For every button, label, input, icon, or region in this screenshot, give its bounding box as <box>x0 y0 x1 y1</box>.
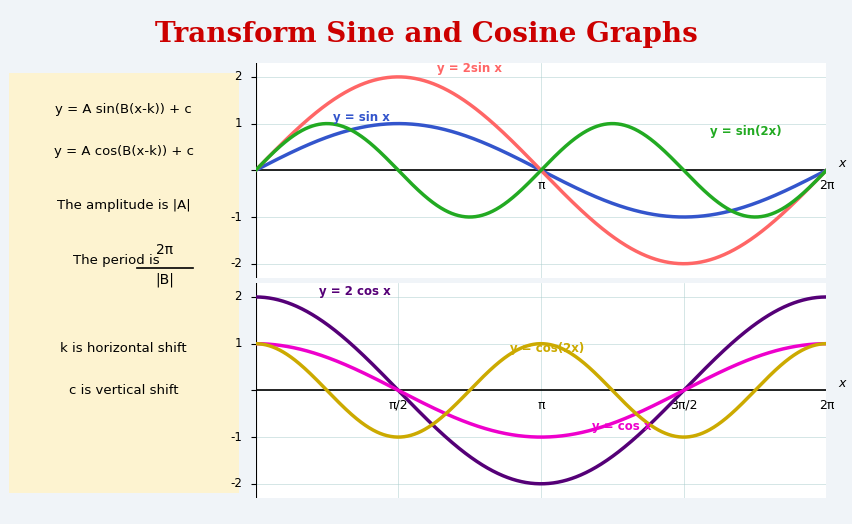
Text: The period is: The period is <box>73 254 164 267</box>
Text: -1: -1 <box>230 431 242 444</box>
Text: y = 2sin x: y = 2sin x <box>437 62 503 75</box>
Text: 2π: 2π <box>157 243 174 257</box>
Text: 1: 1 <box>234 117 242 130</box>
Text: π: π <box>538 399 544 412</box>
Text: -2: -2 <box>230 257 242 270</box>
Text: 2: 2 <box>234 70 242 83</box>
Text: The amplitude is |A|: The amplitude is |A| <box>57 199 190 212</box>
Text: 1: 1 <box>234 337 242 350</box>
Text: π: π <box>538 179 544 192</box>
Text: y = sin(2x): y = sin(2x) <box>710 125 781 138</box>
Text: y = sin x: y = sin x <box>333 111 389 124</box>
Text: y = cos(2x): y = cos(2x) <box>510 342 584 355</box>
Text: y = A cos(B(x-k)) + c: y = A cos(B(x-k)) + c <box>54 145 193 158</box>
Text: y = A sin(B(x-k)) + c: y = A sin(B(x-k)) + c <box>55 103 192 116</box>
Text: |B|: |B| <box>156 272 175 287</box>
Text: x: x <box>838 377 845 390</box>
Text: y = cos x: y = cos x <box>592 420 651 433</box>
Text: 2π: 2π <box>819 179 834 192</box>
Text: -1: -1 <box>230 211 242 224</box>
Text: x: x <box>838 157 845 170</box>
Text: -2: -2 <box>230 477 242 490</box>
Text: k is horizontal shift: k is horizontal shift <box>60 342 187 355</box>
Text: y = 2 cos x: y = 2 cos x <box>320 285 391 298</box>
Text: c is vertical shift: c is vertical shift <box>69 384 178 397</box>
Text: Transform Sine and Cosine Graphs: Transform Sine and Cosine Graphs <box>154 21 698 48</box>
Text: π/2: π/2 <box>389 399 408 412</box>
Text: 2π: 2π <box>819 399 834 412</box>
FancyBboxPatch shape <box>2 61 245 505</box>
Text: 3π/2: 3π/2 <box>670 399 698 412</box>
Text: 2: 2 <box>234 290 242 303</box>
